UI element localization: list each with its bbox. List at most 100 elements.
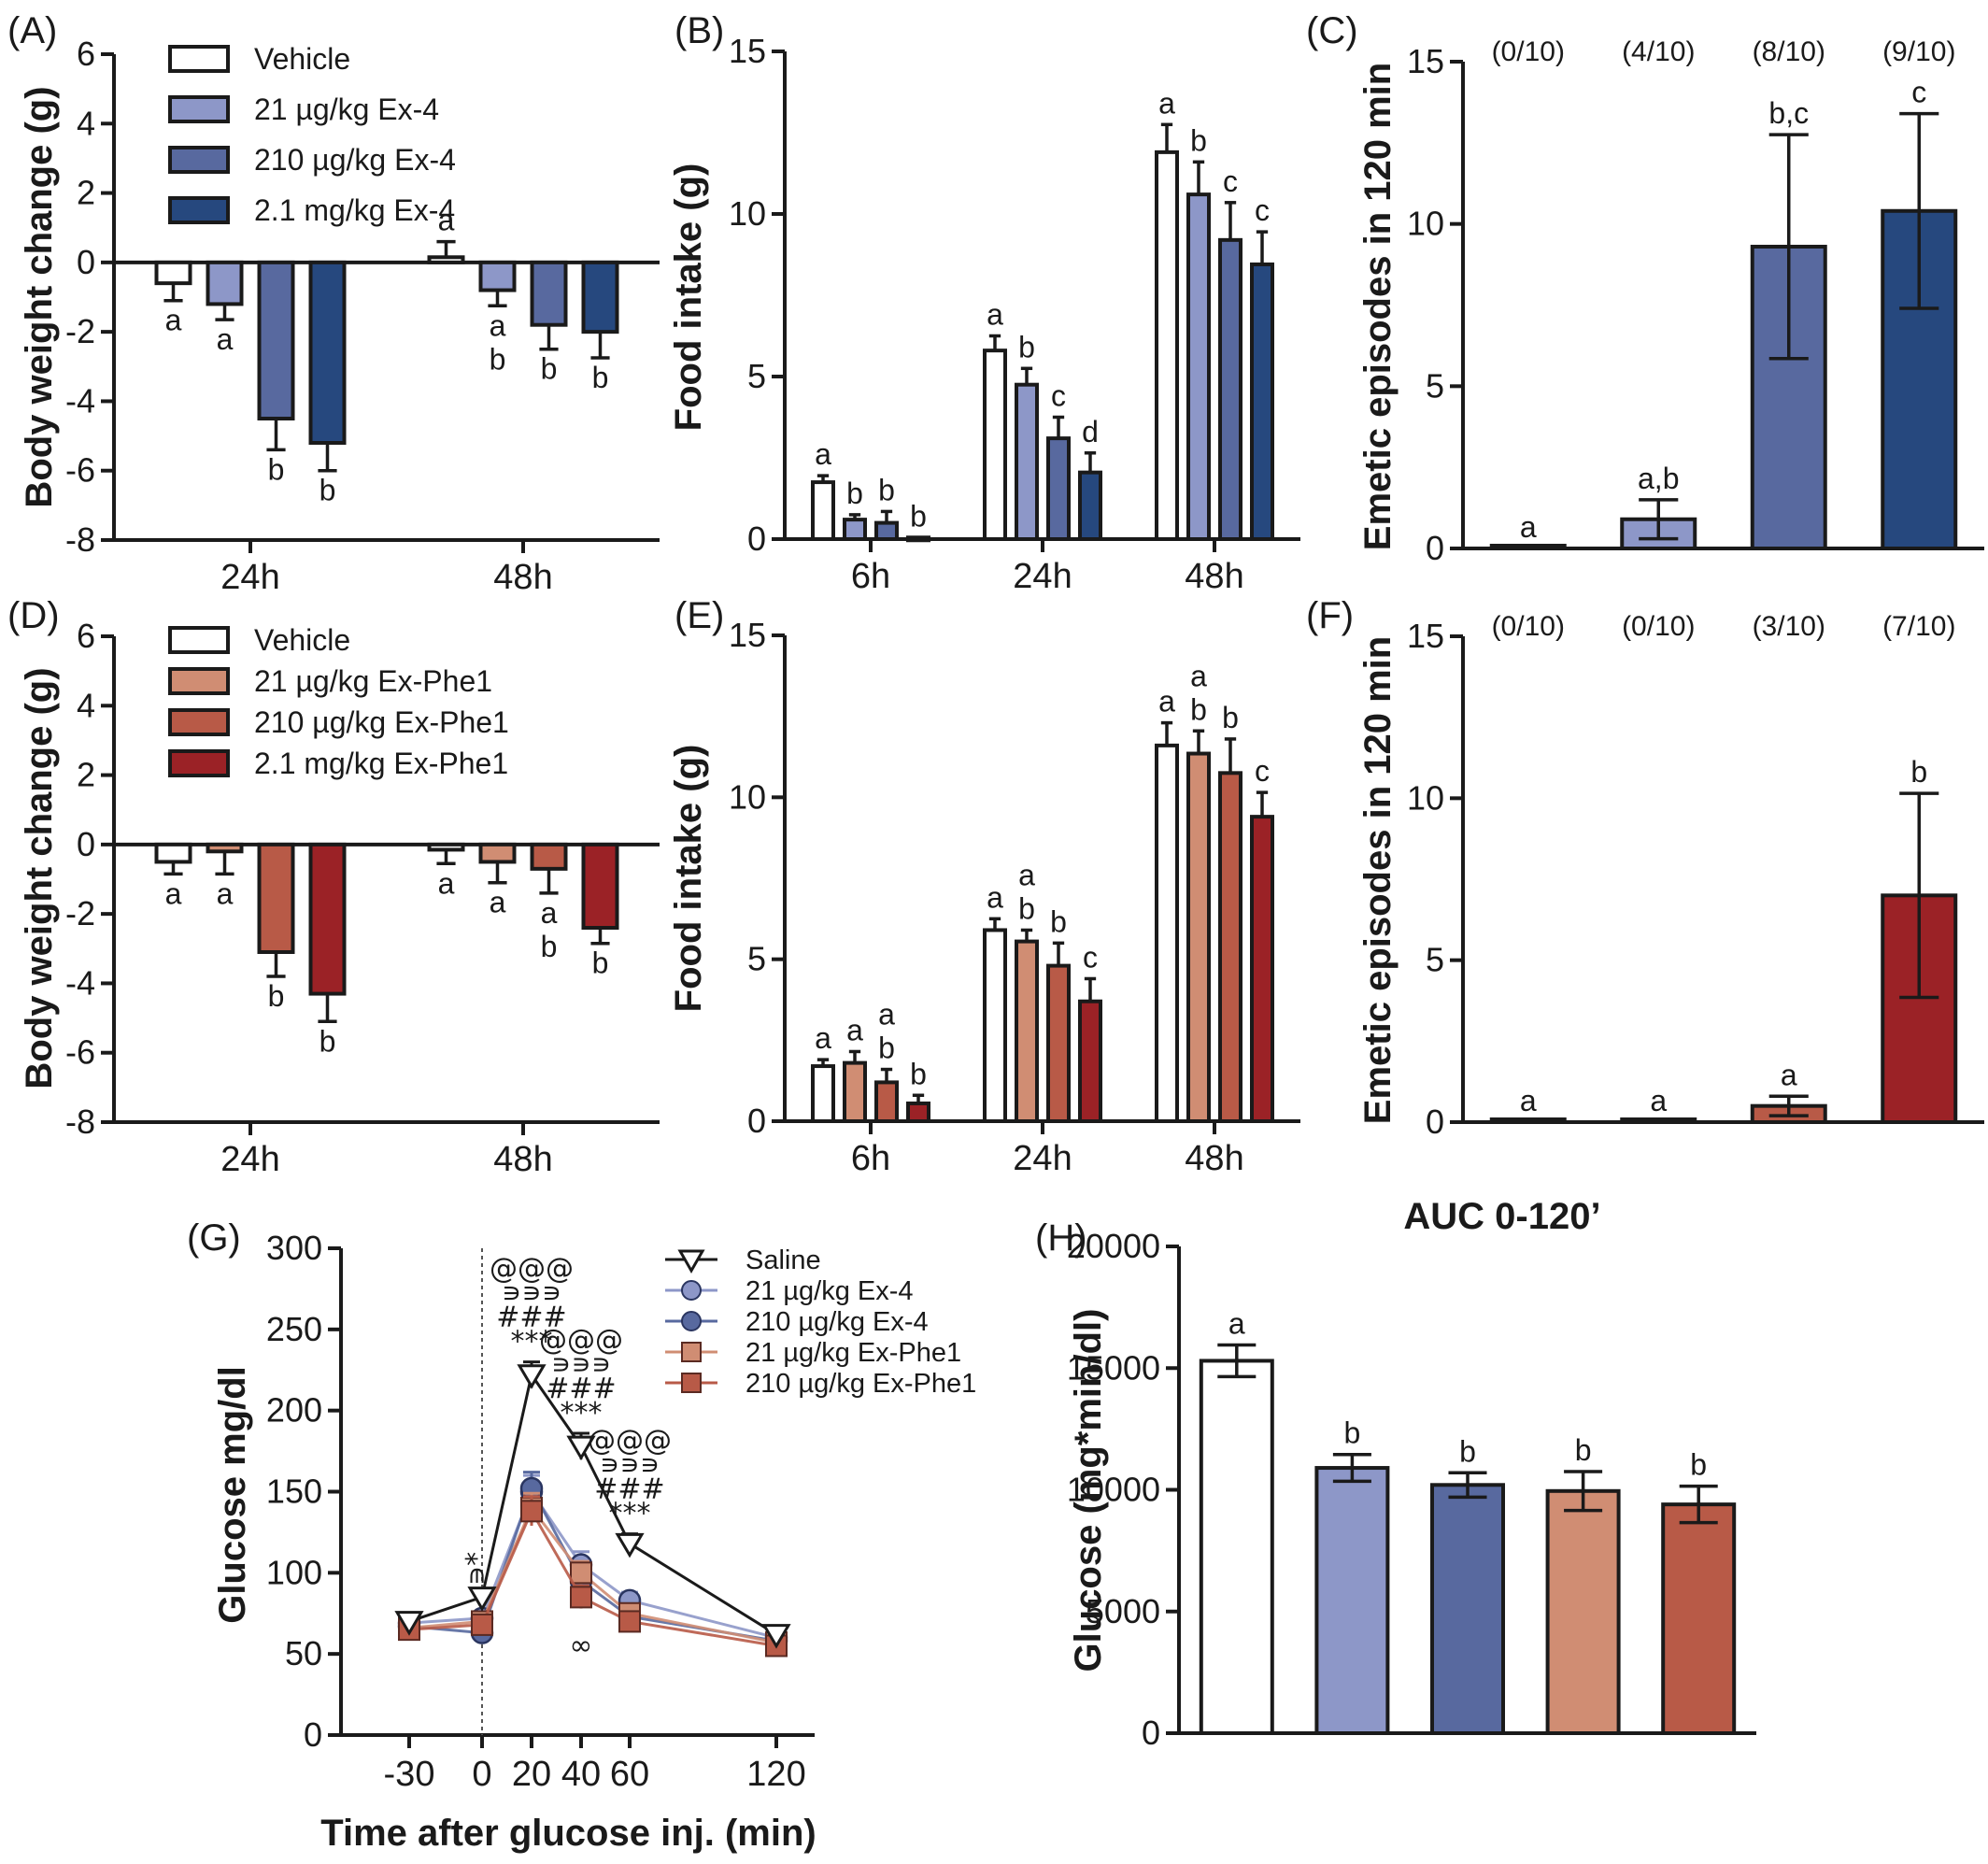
significance-letter: b,c [1768,96,1809,130]
significance-letter: a [846,1013,863,1046]
significance-letter: a [438,204,455,237]
bar [1199,1359,1274,1736]
bar [154,842,192,864]
significance-letter: c [1255,754,1270,788]
legend-swatch [168,749,230,777]
significance-annotation: * [461,1552,493,1566]
panel-g: 0 50 100 150 200 250 300 Glucose mg/dl -30 0 20 40 6… [187,1217,976,1854]
legend-swatch [168,708,230,736]
legend-marker [677,1249,705,1274]
bar [308,842,347,996]
y-tick-label: -2 [65,312,95,350]
bar [874,1080,899,1124]
panel-label: (H) [1035,1217,1087,1259]
panel-label: (F) [1306,595,1354,636]
x-tick-label: 24h [220,558,279,597]
significance-letter: b [910,499,927,533]
significance-annotation: ∍∍∍ [551,1348,612,1381]
x-tick-label: 48h [493,558,552,597]
significance-letter: a [217,322,234,356]
y-tick-label: 10 [1407,205,1444,243]
responder-ratio: (8/10) [1753,36,1825,67]
y-tick-label: -6 [65,1033,95,1072]
significance-annotation: @@@ [490,1253,574,1286]
bar [530,260,568,327]
bar [1218,237,1242,541]
significance-annotation: ∍∍∍ [600,1449,660,1482]
y-tick-label: 5 [1426,941,1444,979]
bar [983,349,1007,541]
bar [1078,999,1102,1123]
significance-letter: a [1158,86,1175,120]
bar [1218,771,1242,1123]
series-line [408,1485,777,1643]
legend-label: 21 µg/kg Ex-Phe1 [746,1338,961,1368]
y-tick-label: 300 [266,1229,322,1267]
legend-label: 21 µg/kg Ex-4 [254,92,439,126]
legend-swatch [168,95,230,123]
significance-letter: c [1255,193,1270,227]
significance-letter: b [1575,1433,1592,1467]
bar [206,260,244,306]
legend-marker [681,1280,702,1301]
significance-letter: a,b [1638,462,1679,495]
series-line [408,1371,777,1636]
bar [1430,1483,1505,1736]
significance-annotation: ### [594,1473,664,1506]
data-point [570,1561,592,1585]
x-tick-label: 24h [1013,557,1072,596]
bar [308,260,347,445]
legend-label: Vehicle [254,623,350,657]
y-tick-label: 0 [1142,1714,1160,1752]
significance-annotation: @@@ [539,1324,623,1357]
y-tick-label: 10 [729,777,766,816]
series-line [408,1488,777,1640]
x-tick-label: -30 [384,1755,435,1794]
significance-letter: c [1051,379,1066,413]
y-axis-title: Glucose mg/dl [212,1366,253,1624]
significance-annotation: ### [546,1373,616,1405]
significance-annotation: ∍∍∍ [502,1277,562,1310]
bar [1155,743,1179,1123]
data-point [467,1587,497,1612]
bar [1250,262,1274,541]
bar [581,842,619,930]
responder-ratio: (4/10) [1622,36,1695,67]
significance-letter: b [1222,701,1239,734]
panel-h: 0 5000 10000 15000 20000 Glucose (mg*min/dl) a… [1035,1196,1756,1752]
responder-ratio: (0/10) [1492,611,1565,642]
y-tick-label: 250 [266,1310,322,1348]
panel-label: (D) [7,595,60,636]
bar [427,255,465,264]
y-tick-label: 0 [1426,1103,1444,1141]
bar [257,260,295,420]
bar [206,842,244,854]
significance-letter: b [541,930,558,963]
y-tick-label: 150 [266,1473,322,1511]
y-axis-title: Food intake (g) [668,164,709,432]
bar [1489,1117,1567,1124]
data-point [570,1586,592,1609]
responder-ratio: (9/10) [1882,36,1955,67]
significance-letter: b [846,477,863,510]
y-tick-label: 15 [729,32,766,70]
legend-label: Vehicle [254,42,350,76]
significance-letter: a [1520,1084,1537,1117]
data-point [566,1435,596,1461]
significance-letter: c [1083,940,1098,974]
significance-letter: b [490,342,506,376]
data-point [520,1500,543,1523]
significance-letter: c [1223,164,1238,198]
y-axis-title: Food intake (g) [668,745,709,1013]
significance-letter: a [438,866,455,900]
y-tick-label: -6 [65,451,95,490]
significance-letter: a [815,437,831,471]
data-point [394,1611,424,1636]
significance-letter: b [1190,692,1207,726]
legend-swatch [168,196,230,224]
significance-letter: a [1228,1307,1245,1341]
responder-ratio: (3/10) [1753,611,1825,642]
